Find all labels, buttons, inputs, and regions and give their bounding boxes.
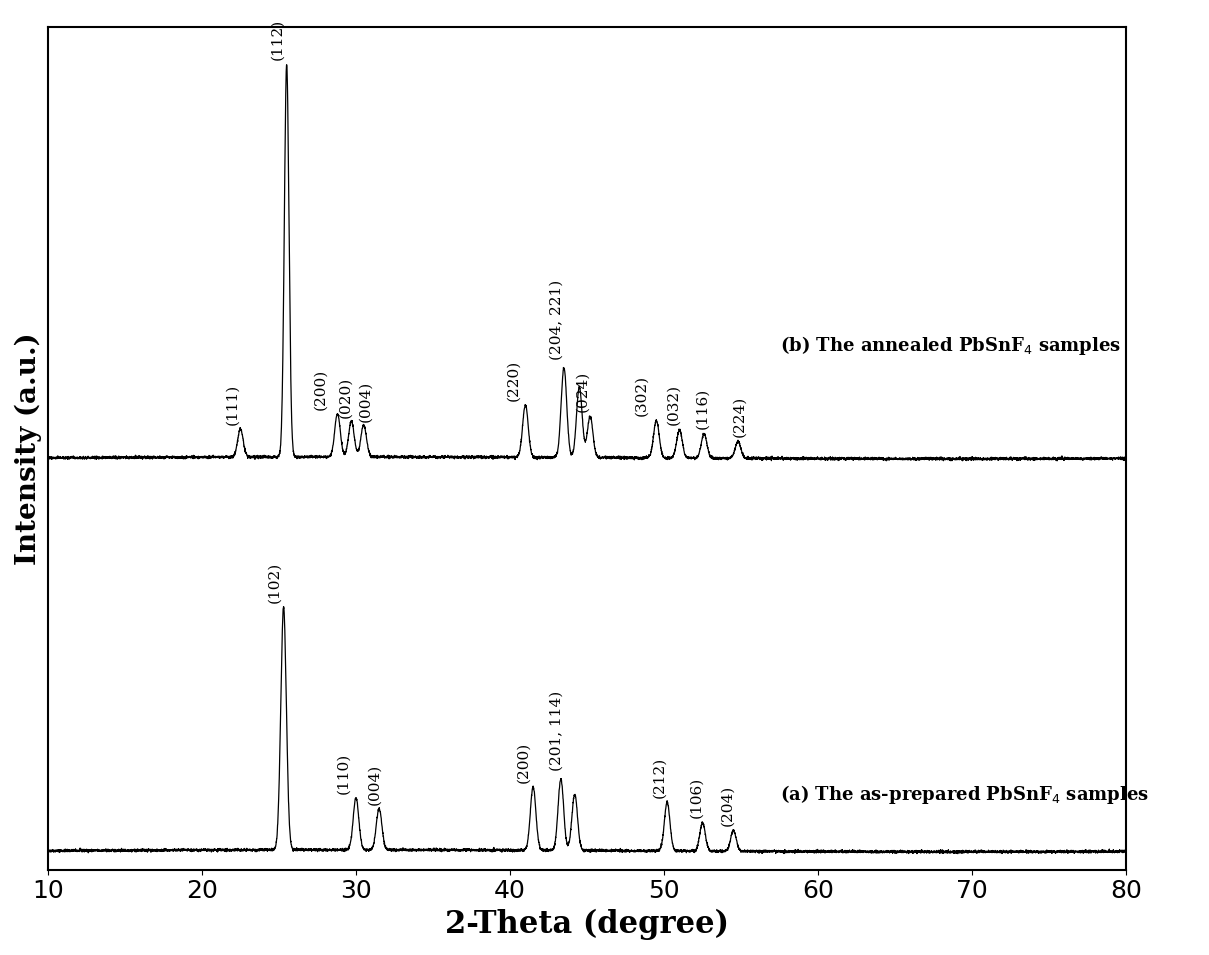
Text: (204): (204) — [721, 784, 734, 826]
Text: (a) The as-prepared PbSnF$_4$ samples: (a) The as-prepared PbSnF$_4$ samples — [780, 783, 1149, 806]
Text: (111): (111) — [226, 384, 239, 425]
Text: (106): (106) — [689, 777, 704, 818]
Text: (200): (200) — [517, 741, 531, 783]
Text: (116): (116) — [695, 388, 710, 429]
Text: (004): (004) — [358, 380, 372, 421]
Text: (112): (112) — [271, 19, 284, 60]
Text: (212): (212) — [653, 756, 666, 797]
Text: (110): (110) — [336, 753, 351, 794]
Text: (102): (102) — [267, 562, 282, 603]
Text: (020): (020) — [339, 376, 352, 417]
Y-axis label: Intensity (a.u.): Intensity (a.u.) — [15, 332, 42, 564]
Text: (032): (032) — [666, 384, 681, 425]
Text: (220): (220) — [507, 360, 520, 401]
Text: (200): (200) — [313, 369, 328, 411]
Text: (024): (024) — [575, 371, 590, 413]
Text: (b) The annealed PbSnF$_4$ samples: (b) The annealed PbSnF$_4$ samples — [780, 334, 1121, 357]
Text: (224): (224) — [733, 395, 746, 436]
Text: (204, 221): (204, 221) — [549, 280, 563, 360]
X-axis label: 2-Theta (degree): 2-Theta (degree) — [445, 909, 729, 940]
Text: (004): (004) — [368, 764, 382, 805]
Text: (302): (302) — [634, 374, 648, 416]
Text: (201, 114): (201, 114) — [549, 691, 563, 772]
